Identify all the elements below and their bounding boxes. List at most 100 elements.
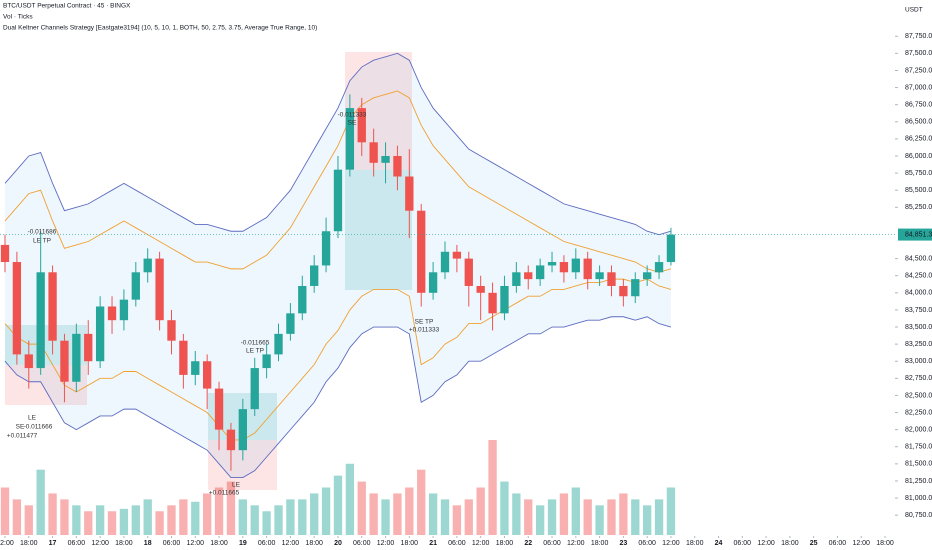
volume-bar — [262, 511, 271, 535]
indicator-label: Vol · Ticks — [3, 14, 33, 21]
annotation: -0.011686 — [28, 229, 57, 236]
candle-body — [310, 265, 319, 286]
x-tick-label: 12:00 — [852, 540, 870, 547]
volume-bar — [60, 499, 69, 535]
volume-bar — [84, 511, 93, 535]
candle-body — [131, 272, 140, 300]
x-tick-label: 12:00 — [472, 540, 490, 547]
x-tick-label: 17 — [49, 540, 57, 547]
y-tick-label: 80,750.0 — [905, 512, 932, 519]
volume-bar — [524, 499, 533, 535]
x-tick-label: 20 — [334, 540, 342, 547]
volume-bar — [393, 493, 402, 535]
x-tick-label: 18 — [144, 540, 152, 547]
y-tick-label: 87,500.0 — [905, 50, 932, 57]
volume-bar — [405, 487, 414, 535]
x-tick-label: 06:00 — [734, 540, 752, 547]
x-tick-label: 18:00 — [305, 540, 323, 547]
y-tick-label: 86,500.0 — [905, 119, 932, 126]
volume-bar — [417, 469, 426, 535]
candle-body — [24, 354, 33, 369]
y-tick-label: 83,000.0 — [905, 358, 932, 365]
x-tick-label: 12:00 — [662, 540, 680, 547]
annotations: -0.011686 LE TP -0.011333 SE SE TP +0.01… — [7, 112, 440, 497]
annotation: +0.011333 — [409, 327, 440, 334]
x-tick-label: 18:00 — [781, 540, 799, 547]
volume-bar — [535, 505, 545, 535]
candle-body — [84, 333, 93, 362]
currency-label: USDT — [905, 7, 923, 14]
volume-bar — [631, 499, 640, 535]
volume-bar — [559, 493, 569, 535]
y-tick-label: 81,500.0 — [905, 461, 932, 468]
candle-body — [393, 155, 402, 177]
x-tick-label: 18:00 — [686, 540, 704, 547]
band-line — [4, 90, 672, 273]
volume-bar — [666, 487, 676, 535]
x-tick-label: 24 — [715, 540, 723, 547]
annotation: LE TP — [33, 238, 51, 245]
candle-body — [203, 361, 212, 389]
candle-body — [119, 299, 129, 321]
last-price-label: 84,851.3 — [905, 231, 932, 238]
annotation: -0.011665 — [241, 340, 270, 347]
candle-body — [428, 272, 438, 293]
y-tick-label: 82,000.0 — [905, 426, 932, 433]
candle-body — [666, 234, 676, 263]
candle-body — [72, 333, 81, 382]
price-axis — [895, 0, 932, 550]
candle-body — [369, 142, 378, 163]
annotation: -0.011333 — [338, 112, 367, 119]
volume-bar — [143, 499, 152, 535]
x-tick-label: 25 — [810, 540, 818, 547]
y-tick-label: 84,500.0 — [905, 255, 932, 262]
volume-bar — [226, 481, 236, 535]
annotation: LE — [28, 415, 37, 422]
volume-bar — [643, 505, 652, 535]
indicator-label: Dual Keltner Channels Strategy [Eastgate… — [3, 25, 317, 32]
x-tick-label: 18:00 — [115, 540, 133, 547]
volume-bar — [512, 493, 521, 535]
x-tick-label: 22 — [524, 540, 532, 547]
volume-bar — [476, 487, 485, 535]
x-tick-label: 18:00 — [591, 540, 609, 547]
volume-bar — [250, 505, 259, 535]
candles — [0, 94, 676, 471]
candle-body — [250, 368, 259, 410]
x-tick-label: 12:00 — [757, 540, 775, 547]
y-tick-label: 83,750.0 — [905, 307, 932, 314]
volume-bar — [274, 505, 283, 535]
x-tick-label: 06:00 — [163, 540, 181, 547]
axes: 80,750.0 81,000.0 81,250.0 81,500.0 81,750.0… — [0, 33, 932, 547]
y-tick-label: 86,250.0 — [905, 136, 932, 143]
volume-bar — [95, 505, 105, 535]
candle-body — [643, 272, 652, 280]
candle-body — [333, 169, 343, 232]
candle-body — [464, 258, 473, 286]
candle-body — [345, 108, 355, 170]
candle-body — [179, 340, 188, 375]
candle-body — [262, 354, 271, 369]
volume-bar — [428, 493, 438, 535]
candle-body — [155, 258, 164, 321]
candle-body — [167, 320, 176, 341]
volume-bar — [619, 493, 628, 535]
volume-bar — [167, 505, 176, 535]
candle-body — [571, 258, 580, 273]
x-tick-label: 18:00 — [210, 540, 228, 547]
candle-body — [298, 285, 307, 314]
candle-body — [583, 258, 592, 280]
band-line — [4, 278, 672, 441]
x-tick-label: 12:00 — [91, 540, 109, 547]
volume-bar — [286, 499, 295, 535]
volume-bar — [179, 499, 188, 535]
volume-bar — [595, 505, 604, 535]
volume-bar — [607, 499, 616, 535]
x-tick-label: 12:00 — [282, 540, 300, 547]
volume-bar — [369, 493, 378, 535]
x-tick-label: 12:00 — [567, 540, 585, 547]
y-tick-label: 81,000.0 — [905, 495, 932, 502]
volume-bar — [500, 481, 509, 535]
volume-bar — [452, 505, 462, 535]
band-line — [4, 52, 672, 236]
